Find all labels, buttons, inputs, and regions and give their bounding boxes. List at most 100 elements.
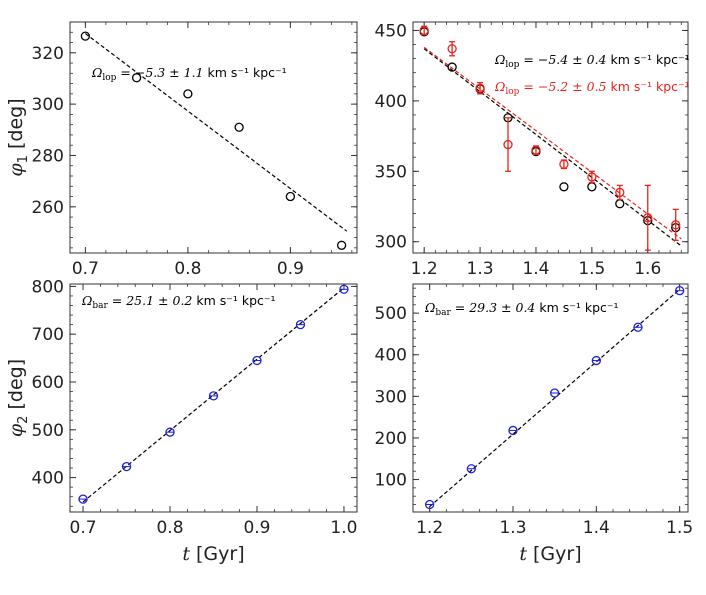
annotation: Ωlop = −5.3 ± 1.1 km s⁻¹ kpc⁻¹ (91, 65, 287, 83)
plot-frame (69, 283, 358, 513)
y-tick-label: 400 (375, 346, 407, 366)
data-point (643, 213, 653, 223)
data-point (559, 182, 569, 192)
data-point (587, 172, 597, 182)
y-tick-label: 400 (32, 469, 64, 489)
fit-line (429, 288, 681, 508)
data-point (447, 44, 457, 54)
annotation: Ωlop = −5.4 ± 0.4 km s⁻¹ kpc⁻¹ (494, 52, 690, 70)
panel-p3: 0.7 0.8 0.9 1.0 400 500 600 700 800 φ2 [deg] t [Gy… (5, 277, 358, 565)
x-tick-label: 1.5 (578, 259, 605, 279)
data-point (285, 191, 296, 202)
data-point (475, 83, 485, 93)
annotation-symbol: Ω (91, 65, 102, 80)
x-tick-label: 0.8 (174, 259, 201, 279)
y-tick-label: 400 (375, 92, 407, 112)
data-point (234, 122, 244, 132)
annotation: Ωbar = 25.1 ± 0.2 km s⁻¹ kpc⁻¹ (81, 293, 275, 311)
data-point (615, 199, 625, 209)
annotation: Ωbar = 29.3 ± 0.4 km s⁻¹ kpc⁻¹ (424, 300, 618, 318)
y-tick-label: 100 (375, 471, 407, 491)
x-axis-unit: [Gyr] (527, 543, 582, 565)
x-tick-label: 0.7 (70, 518, 97, 538)
annotation-symbol: Ω (424, 300, 435, 315)
plot-frame (69, 21, 358, 254)
annotation-symbol: Ω (494, 79, 505, 94)
x-tick-label: 1.3 (467, 259, 494, 279)
annotation-unit: km s⁻¹ kpc⁻¹ (196, 293, 275, 308)
y-tick-label: 500 (375, 304, 407, 324)
annotation-subscript: lop (505, 87, 519, 97)
panel-p2: 1.2 1.3 1.4 1.5 1.6 300 350 400 450 Ωlop = −5.4 ±… (375, 21, 690, 279)
x-tick-label: 1.2 (411, 259, 438, 279)
annotation-symbol: Ω (81, 293, 92, 308)
data-point (131, 73, 142, 83)
annotation-unit: km s⁻¹ kpc⁻¹ (610, 79, 689, 94)
y-tick-label: 450 (375, 21, 407, 41)
data-point (615, 187, 625, 198)
x-tick-label: 1.3 (499, 518, 526, 538)
data-point (447, 62, 457, 72)
annotation-subscript: lop (102, 73, 116, 83)
y-axis-label: φ1 [deg] (5, 98, 31, 176)
x-tick-label: 0.8 (156, 518, 183, 538)
y-axis-subscript: 2 (16, 416, 31, 424)
fit-line (82, 287, 345, 503)
x-axis-unit: [Gyr] (190, 543, 245, 565)
data-point (80, 31, 91, 41)
plot-frame (412, 283, 689, 513)
annotation-value: = −5.3 ± 1.1 (116, 65, 207, 80)
y-axis-label: φ2 [deg] (5, 359, 31, 437)
annotation-value: = 25.1 ± 0.2 (108, 293, 197, 308)
y-tick-label: 350 (375, 162, 407, 182)
annotation-value: = 29.3 ± 0.4 (451, 300, 540, 315)
y-tick-label: 320 (32, 44, 64, 64)
plot-frame (412, 21, 689, 254)
annotation-value: = −5.4 ± 0.4 (519, 52, 610, 67)
fit-line (423, 48, 682, 247)
annotation-unit: km s⁻¹ kpc⁻¹ (539, 300, 618, 315)
y-tick-label: 800 (32, 277, 64, 297)
fit-line (423, 46, 682, 240)
x-tick-label: 1.0 (330, 518, 357, 538)
annotation-symbol: Ω (494, 52, 505, 67)
data-point (559, 159, 569, 169)
x-tick-label: 1.4 (583, 518, 610, 538)
y-tick-label: 300 (375, 387, 407, 407)
data-point (587, 182, 597, 192)
x-tick-label: 1.2 (416, 518, 443, 538)
x-axis-label: t [Gyr] (182, 543, 244, 565)
y-axis-unit: [deg] (5, 359, 27, 416)
annotation-subscript: lop (505, 60, 519, 70)
panel-p1: 0.7 0.8 0.9 260 280 300 320 φ1 [deg] Ωlop = −5.3… (5, 21, 358, 279)
data-point (183, 89, 193, 99)
data-point (503, 139, 513, 150)
x-axis-symbol: t (182, 543, 190, 565)
y-tick-label: 280 (32, 146, 64, 166)
annotation-subscript: bar (92, 301, 108, 311)
x-axis-label: t [Gyr] (519, 543, 581, 565)
data-point (336, 240, 347, 250)
panel-p4: 1.2 1.3 1.4 1.5 100 200 300 400 500 t [Gyr] Ωbar =… (375, 283, 693, 565)
y-tick-label: 260 (32, 198, 64, 218)
x-tick-label: 1.6 (634, 259, 661, 279)
y-tick-label: 300 (375, 233, 407, 253)
annotation-subscript: bar (435, 308, 451, 318)
y-tick-label: 700 (32, 325, 64, 345)
x-tick-label: 0.7 (72, 259, 99, 279)
y-tick-label: 300 (32, 95, 64, 115)
data-point (531, 145, 541, 155)
annotation-unit: km s⁻¹ kpc⁻¹ (207, 65, 286, 80)
x-tick-label: 1.4 (522, 259, 549, 279)
x-tick-label: 1.5 (666, 518, 693, 538)
annotation-unit: km s⁻¹ kpc⁻¹ (610, 52, 689, 67)
data-point (419, 25, 429, 36)
y-tick-label: 600 (32, 373, 64, 393)
x-tick-label: 0.9 (277, 259, 304, 279)
data-point (671, 220, 681, 230)
y-axis-symbol: φ (5, 423, 27, 437)
fit-line (85, 33, 348, 232)
y-axis-subscript: 1 (16, 155, 31, 163)
y-tick-label: 200 (375, 429, 407, 449)
